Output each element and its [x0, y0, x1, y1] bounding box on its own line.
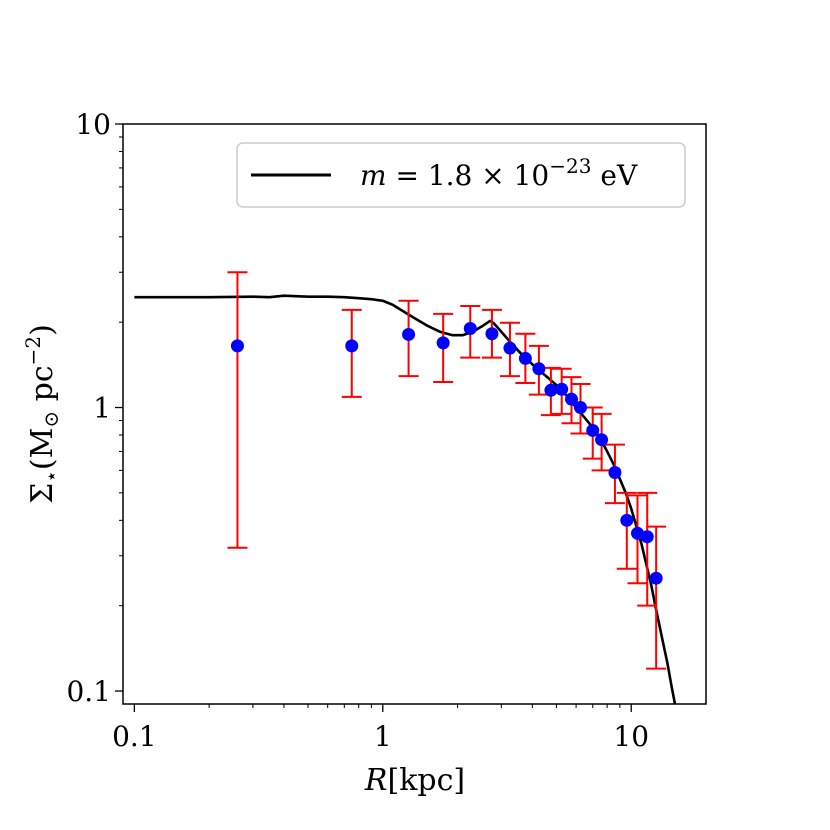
- data-point: [463, 321, 477, 335]
- y-axis-label: Σ⋆(M⊙ pc−2): [21, 324, 63, 504]
- minor-ticks: [119, 136, 621, 708]
- data-point: [640, 530, 654, 544]
- y-tick-label: 0.1: [66, 675, 111, 708]
- model-curve: [134, 294, 677, 705]
- x-tick-label: 1: [374, 720, 392, 753]
- data-point: [402, 327, 416, 341]
- error-bar: [646, 525, 667, 670]
- data-point: [620, 513, 634, 527]
- data-point: [345, 339, 359, 353]
- data-point: [595, 433, 609, 447]
- data-points: [230, 321, 663, 585]
- data-point: [586, 423, 600, 437]
- error-bar: [637, 491, 658, 607]
- y-tick-label: 10: [75, 108, 111, 141]
- y-tick-label: 1: [93, 392, 111, 425]
- data-point: [485, 327, 499, 341]
- axes-border: [122, 123, 707, 705]
- major-ticks: [115, 123, 632, 712]
- legend-label: m = 1.8 × 10−23 eV: [360, 154, 638, 192]
- axes-frame: [122, 123, 707, 705]
- data-point: [608, 465, 622, 479]
- data-point: [532, 362, 546, 376]
- legend: m = 1.8 × 10−23 eV: [236, 142, 686, 208]
- data-point: [649, 571, 663, 585]
- data-point: [555, 382, 569, 396]
- error-bars: [227, 271, 667, 670]
- data-point: [544, 383, 558, 397]
- data-point: [574, 401, 588, 415]
- tick-labels: 0.1 1 10 0.1 1 10: [66, 108, 649, 753]
- data-point: [436, 336, 450, 350]
- model-line: [134, 294, 677, 705]
- data-point: [230, 339, 244, 353]
- data-point: [503, 341, 517, 355]
- legend-box: [236, 142, 686, 208]
- error-bar: [616, 491, 637, 570]
- error-bar: [227, 271, 248, 549]
- data-point: [565, 392, 579, 406]
- x-tick-label: 0.1: [112, 720, 157, 753]
- data-point: [518, 351, 532, 365]
- x-tick-label: 10: [613, 720, 649, 753]
- error-bar: [341, 308, 362, 398]
- x-axis-label: R[kpc]: [364, 763, 465, 798]
